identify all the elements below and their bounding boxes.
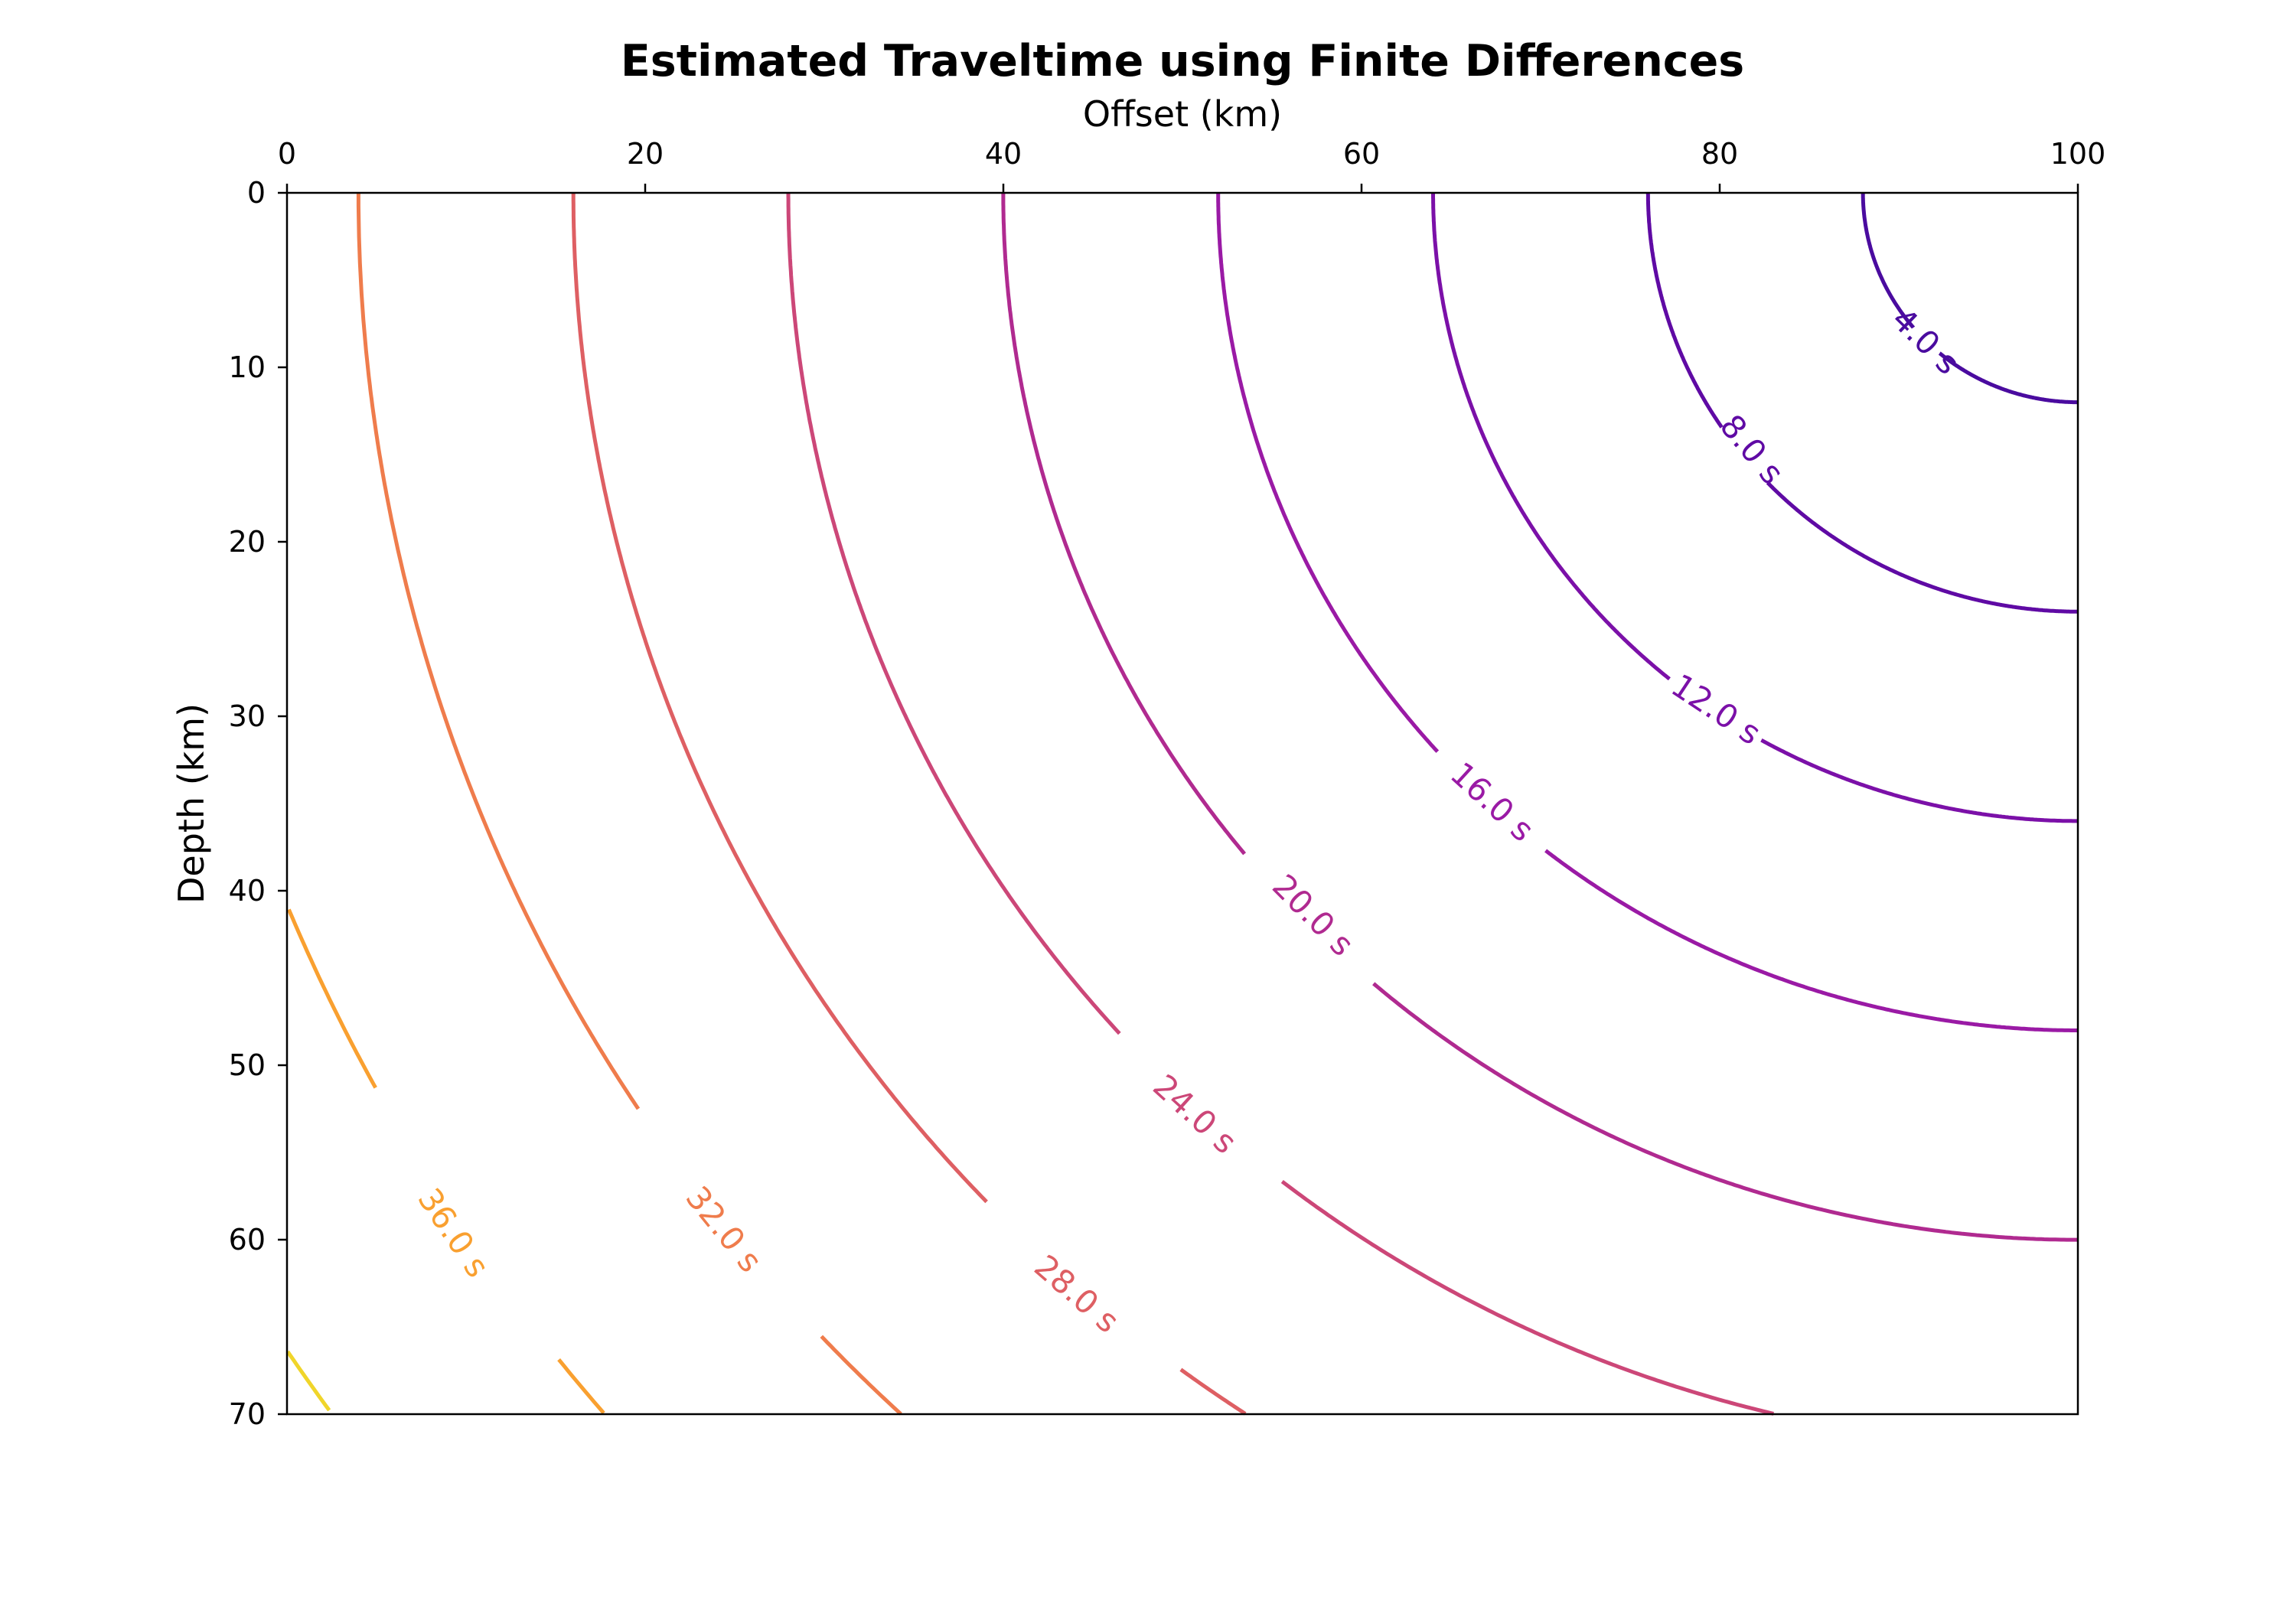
x-tick-label: 80 bbox=[1701, 137, 1738, 171]
x-tick-label: 60 bbox=[1343, 137, 1380, 171]
x-tick-label: 20 bbox=[627, 137, 664, 171]
chart-title: Estimated Traveltime using Finite Differ… bbox=[621, 36, 1744, 86]
contour-label: 24.0 s bbox=[1146, 1067, 1244, 1161]
contour-line bbox=[1001, 193, 1247, 856]
y-axis-ticks: 0 10 20 30 40 50 60 70 bbox=[229, 176, 287, 1431]
contour-line bbox=[1938, 351, 2078, 405]
y-axis-label: Depth (km) bbox=[171, 703, 212, 904]
y-tick-label: 20 bbox=[229, 525, 266, 559]
x-axis-ticks: 0 20 40 60 80 100 bbox=[278, 137, 2105, 193]
y-tick-label: 0 bbox=[247, 176, 266, 210]
y-tick-label: 50 bbox=[229, 1048, 266, 1082]
x-tick-label: 100 bbox=[2050, 137, 2106, 171]
contour-lines bbox=[285, 193, 2078, 1416]
contour-line bbox=[571, 193, 988, 1204]
contour-line bbox=[1861, 193, 1916, 329]
contour-line bbox=[1431, 193, 1671, 681]
contour-line bbox=[287, 908, 377, 1089]
plot-frame bbox=[285, 191, 2079, 1416]
contour-label: 4.0 s bbox=[1884, 301, 1966, 382]
contour-line bbox=[1544, 849, 2078, 1032]
contour-label: 12.0 s bbox=[1665, 667, 1767, 752]
x-tick-label: 40 bbox=[985, 137, 1022, 171]
contour-line bbox=[820, 1335, 902, 1416]
y-tick-label: 10 bbox=[229, 350, 266, 384]
contour-line bbox=[285, 1350, 331, 1412]
contour-label: 8.0 s bbox=[1713, 407, 1792, 491]
contour-line bbox=[786, 193, 1121, 1035]
contour-line bbox=[1766, 481, 2078, 614]
contour-label: 28.0 s bbox=[1027, 1247, 1126, 1340]
x-tick-label: 0 bbox=[278, 137, 296, 171]
contour-line bbox=[1280, 1179, 1774, 1416]
y-tick-label: 70 bbox=[229, 1397, 266, 1431]
contour-line bbox=[1645, 193, 1724, 429]
contour-line bbox=[1760, 738, 2078, 823]
contour-label: 20.0 s bbox=[1265, 867, 1362, 963]
y-tick-label: 30 bbox=[229, 699, 266, 733]
contour-label: 36.0 s bbox=[410, 1182, 497, 1284]
contour-line bbox=[557, 1358, 605, 1415]
y-tick-label: 40 bbox=[229, 874, 266, 908]
x-axis-label: Offset (km) bbox=[1083, 93, 1282, 135]
contour-line bbox=[1216, 193, 1440, 753]
contour-label: 32.0 s bbox=[678, 1179, 769, 1279]
y-tick-label: 60 bbox=[229, 1223, 266, 1257]
contour-label: 16.0 s bbox=[1443, 755, 1541, 849]
contour-line bbox=[1179, 1367, 1247, 1416]
contour-line bbox=[356, 193, 641, 1110]
contour-line bbox=[1372, 982, 2078, 1242]
